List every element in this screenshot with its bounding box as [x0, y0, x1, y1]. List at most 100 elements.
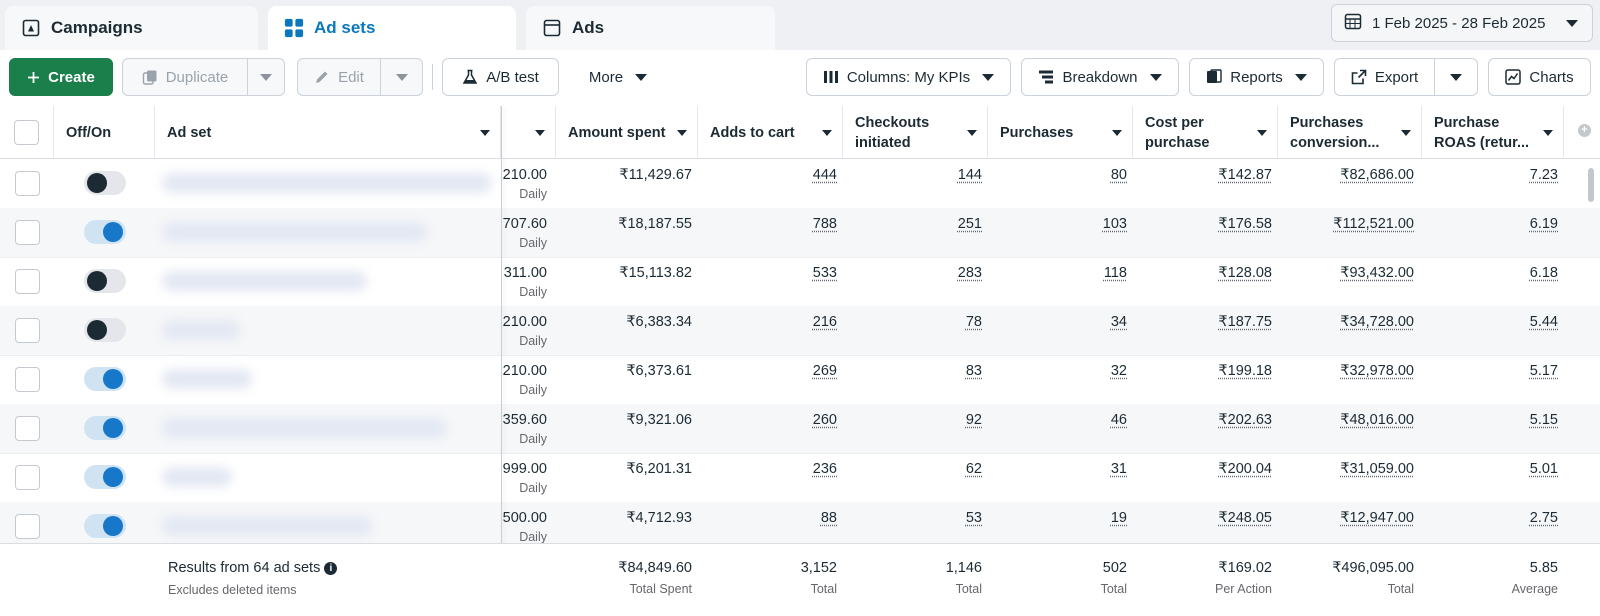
select-all-checkbox[interactable] [14, 120, 39, 145]
conversion-value-cell[interactable]: ₹82,686.00 [1278, 159, 1414, 209]
roas-cell[interactable]: 5.44 [1422, 306, 1558, 356]
roas-cell[interactable]: 6.19 [1422, 208, 1558, 258]
info-icon[interactable]: i [324, 562, 337, 575]
checkouts-cell[interactable]: 251 [843, 208, 982, 258]
duplicate-button[interactable]: Duplicate [122, 58, 248, 96]
header-cost-per-purchase[interactable]: Cost per purchase [1133, 106, 1278, 159]
table-row[interactable]: 707.60 Daily ₹18,187.55 788 251 103 ₹176.58 ₹11… [0, 208, 1600, 258]
table-row[interactable]: 210.00 Daily ₹6,383.34 216 78 34 ₹187.75 ₹34,72… [0, 306, 1600, 356]
ad-set-name-redacted[interactable] [162, 369, 252, 389]
row-checkbox[interactable] [15, 367, 40, 392]
adds-to-cart-cell[interactable]: 236 [698, 453, 837, 503]
row-checkbox[interactable] [15, 269, 40, 294]
edit-dropdown[interactable] [380, 58, 423, 96]
budget-cell[interactable]: 210.00 Daily [480, 355, 547, 405]
header-budget[interactable] [501, 106, 556, 159]
adds-to-cart-cell[interactable]: 444 [698, 159, 837, 209]
roas-cell[interactable]: 5.01 [1422, 453, 1558, 503]
conversion-value-cell[interactable]: ₹48,016.00 [1278, 404, 1414, 454]
budget-cell[interactable]: 210.00 Daily [480, 159, 547, 209]
ad-set-name-redacted[interactable] [162, 467, 232, 487]
purchases-cell[interactable]: 80 [988, 159, 1127, 209]
tab-campaigns[interactable]: Campaigns [5, 6, 258, 50]
header-purchases[interactable]: Purchases [988, 106, 1133, 159]
row-checkbox[interactable] [15, 514, 40, 539]
table-row[interactable]: 999.00 Daily ₹6,201.31 236 62 31 ₹200.04 ₹31,05… [0, 453, 1600, 503]
more-button[interactable]: More [572, 58, 664, 96]
ad-set-toggle[interactable] [84, 220, 126, 244]
purchases-cell[interactable]: 118 [988, 257, 1127, 307]
checkouts-cell[interactable]: 62 [843, 453, 982, 503]
conversion-value-cell[interactable]: ₹34,728.00 [1278, 306, 1414, 356]
charts-button[interactable]: Charts [1488, 58, 1591, 96]
ad-set-toggle[interactable] [84, 318, 126, 342]
export-dropdown[interactable] [1434, 58, 1478, 96]
table-row[interactable]: 311.00 Daily ₹15,113.82 533 283 118 ₹128.08 ₹93… [0, 257, 1600, 307]
budget-cell[interactable]: 999.00 Daily [480, 453, 547, 503]
roas-cell[interactable]: 7.23 [1422, 159, 1558, 209]
checkouts-cell[interactable]: 83 [843, 355, 982, 405]
reports-button[interactable]: Reports [1189, 58, 1324, 96]
ad-set-name-redacted[interactable] [162, 173, 492, 193]
purchases-cell[interactable]: 32 [988, 355, 1127, 405]
budget-cell[interactable]: 359.60 Daily [480, 404, 547, 454]
checkouts-cell[interactable]: 78 [843, 306, 982, 356]
export-button[interactable]: Export [1334, 58, 1435, 96]
add-column-icon[interactable]: + [1578, 124, 1591, 137]
header-purchases-conversion[interactable]: Purchases conversion... [1278, 106, 1422, 159]
conversion-value-cell[interactable]: ₹112,521.00 [1278, 208, 1414, 258]
adds-to-cart-cell[interactable]: 533 [698, 257, 837, 307]
row-checkbox[interactable] [15, 465, 40, 490]
ad-set-name-redacted[interactable] [162, 418, 447, 438]
adds-to-cart-cell[interactable]: 788 [698, 208, 837, 258]
header-ad-set[interactable]: Ad set [155, 106, 501, 159]
table-row[interactable]: 359.60 Daily ₹9,321.06 260 92 46 ₹202.63 ₹48,01… [0, 404, 1600, 454]
budget-cell[interactable]: 707.60 Daily [480, 208, 547, 258]
conversion-value-cell[interactable]: ₹32,978.00 [1278, 355, 1414, 405]
purchases-cell[interactable]: 103 [988, 208, 1127, 258]
purchases-cell[interactable]: 46 [988, 404, 1127, 454]
ad-set-name-redacted[interactable] [162, 320, 240, 340]
ad-set-name-redacted[interactable] [162, 516, 372, 536]
checkouts-cell[interactable]: 144 [843, 159, 982, 209]
roas-cell[interactable]: 6.18 [1422, 257, 1558, 307]
create-button[interactable]: Create [9, 58, 113, 96]
vertical-scrollbar[interactable] [1588, 168, 1594, 202]
tab-ad-sets[interactable]: Ad sets [268, 6, 516, 50]
edit-button[interactable]: Edit [297, 58, 381, 96]
adds-to-cart-cell[interactable]: 216 [698, 306, 837, 356]
cost-per-purchase-cell[interactable]: ₹128.08 [1133, 257, 1272, 307]
purchases-cell[interactable]: 31 [988, 453, 1127, 503]
cost-per-purchase-cell[interactable]: ₹200.04 [1133, 453, 1272, 503]
cost-per-purchase-cell[interactable]: ₹202.63 [1133, 404, 1272, 454]
row-checkbox[interactable] [15, 171, 40, 196]
ad-set-name-redacted[interactable] [162, 222, 427, 242]
ad-set-toggle[interactable] [84, 416, 126, 440]
ad-set-toggle[interactable] [84, 171, 126, 195]
roas-cell[interactable]: 5.15 [1422, 404, 1558, 454]
breakdown-button[interactable]: Breakdown [1021, 58, 1179, 96]
ad-set-toggle[interactable] [84, 269, 126, 293]
conversion-value-cell[interactable]: ₹93,432.00 [1278, 257, 1414, 307]
conversion-value-cell[interactable]: ₹31,059.00 [1278, 453, 1414, 503]
date-range-picker[interactable]: 1 Feb 2025 - 28 Feb 2025 [1331, 4, 1593, 42]
budget-cell[interactable]: 210.00 Daily [480, 306, 547, 356]
table-row[interactable]: 210.00 Daily ₹11,429.67 444 144 80 ₹142.87 ₹82,… [0, 159, 1600, 209]
ad-set-toggle[interactable] [84, 465, 126, 489]
checkouts-cell[interactable]: 92 [843, 404, 982, 454]
adds-to-cart-cell[interactable]: 260 [698, 404, 837, 454]
budget-cell[interactable]: 311.00 Daily [480, 257, 547, 307]
cost-per-purchase-cell[interactable]: ₹142.87 [1133, 159, 1272, 209]
adds-to-cart-cell[interactable]: 269 [698, 355, 837, 405]
header-checkouts-initiated[interactable]: Checkouts initiated [843, 106, 988, 159]
purchases-cell[interactable]: 34 [988, 306, 1127, 356]
header-purchase-roas[interactable]: Purchase ROAS (retur... [1422, 106, 1564, 159]
header-amount-spent[interactable]: Amount spent [556, 106, 698, 159]
columns-button[interactable]: Columns: My KPIs [806, 58, 1011, 96]
table-row[interactable]: 210.00 Daily ₹6,373.61 269 83 32 ₹199.18 ₹32,97… [0, 355, 1600, 405]
ad-set-toggle[interactable] [84, 514, 126, 538]
ab-test-button[interactable]: A/B test [442, 58, 559, 96]
tab-ads[interactable]: Ads [526, 6, 775, 50]
header-adds-to-cart[interactable]: Adds to cart [698, 106, 843, 159]
cost-per-purchase-cell[interactable]: ₹199.18 [1133, 355, 1272, 405]
